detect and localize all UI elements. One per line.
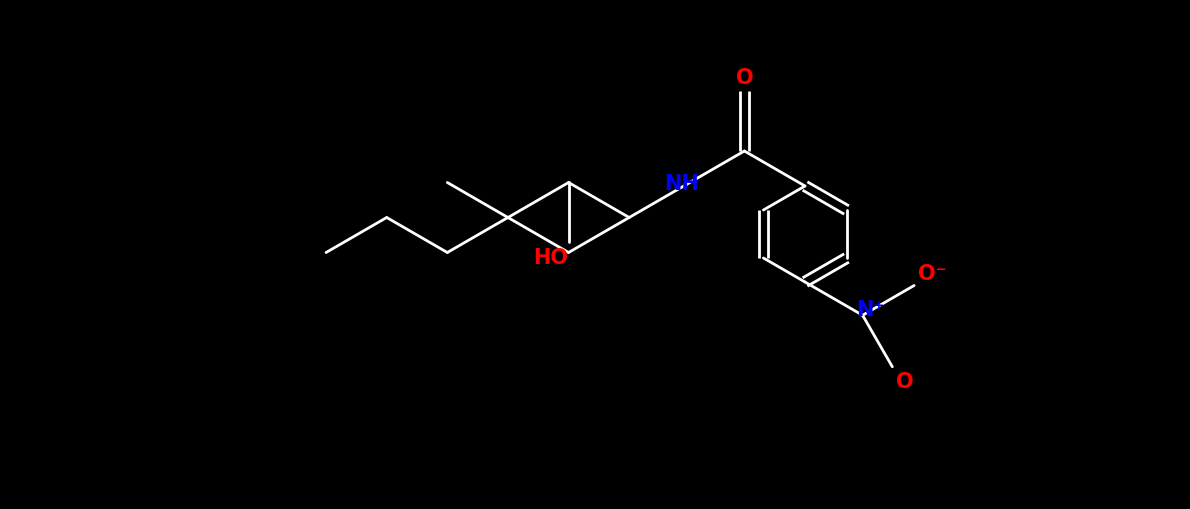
Text: N⁺: N⁺ xyxy=(857,300,885,320)
Text: O: O xyxy=(896,372,913,392)
Text: O⁻: O⁻ xyxy=(917,264,946,284)
Text: HO: HO xyxy=(533,248,568,268)
Text: NH: NH xyxy=(664,174,700,194)
Text: O: O xyxy=(735,69,753,89)
